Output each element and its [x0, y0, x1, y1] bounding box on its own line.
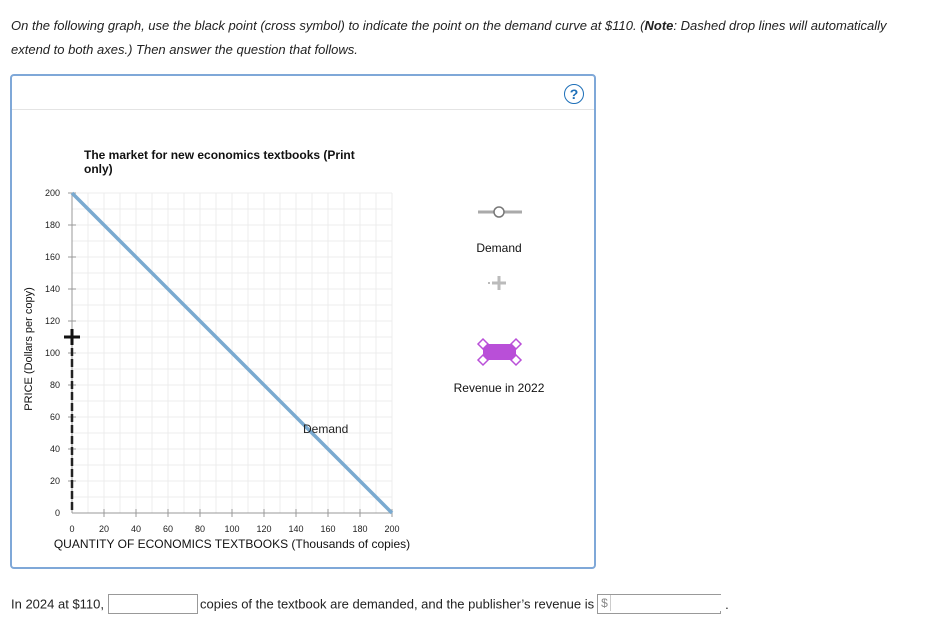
y-tick-label: 180	[45, 220, 60, 230]
revenue-input[interactable]	[610, 595, 722, 611]
revenue-field[interactable]: $	[597, 594, 722, 614]
x-tick-label: 160	[320, 524, 335, 534]
y-tick-label: 120	[45, 316, 60, 326]
x-tick-label: 80	[195, 524, 205, 534]
legend-revenue-label: Revenue in 2022	[453, 381, 545, 395]
revenue-rect-icon	[483, 344, 516, 360]
demand-chart[interactable]: 0 20 40 60 80 100 120 140 160 180 200 0 20 40 60 80 100 1…	[12, 76, 594, 567]
chart-series	[70, 191, 394, 515]
x-tick-label: 120	[256, 524, 271, 534]
currency-symbol: $	[601, 596, 608, 610]
demand-curve-label: Demand	[303, 422, 348, 436]
x-tick-label: 40	[131, 524, 141, 534]
y-tick-label: 100	[45, 348, 60, 358]
chart-title: The market for new economics textbooks (…	[84, 148, 355, 176]
help-button[interactable]: ?	[564, 84, 584, 104]
graph-toolbar: ?	[12, 76, 594, 110]
x-tick-label: 60	[163, 524, 173, 534]
x-tick-label: 0	[69, 524, 74, 534]
instructions-part1: On the following graph, use the black po…	[11, 18, 645, 33]
chart-ticks: 0 20 40 60 80 100 120 140 160 180 200 0 20 40 60 80 100 1…	[45, 188, 400, 534]
x-axis-label: QUANTITY OF ECONOMICS TEXTBOOKS (Thousan…	[54, 537, 410, 551]
question-prefix: In 2024 at $110,	[11, 596, 105, 612]
legend-demand-tool[interactable]	[478, 206, 522, 218]
note-label: Note	[644, 18, 674, 33]
legend-revenue-tool[interactable]	[476, 337, 523, 367]
y-tick-label: 80	[50, 380, 60, 390]
placed-point	[64, 329, 80, 345]
x-tick-label: 200	[384, 524, 399, 534]
question-row: In 2024 at $110, copies of the textbook a…	[11, 594, 729, 614]
quantity-input[interactable]	[108, 594, 199, 614]
y-tick-label: 60	[50, 412, 60, 422]
question-suffix: .	[725, 596, 729, 612]
instructions-part2: : Dashed drop lines will automatically e…	[11, 18, 887, 57]
y-tick-label: 200	[45, 188, 60, 198]
instructions: On the following graph, use the black po…	[11, 14, 911, 62]
y-tick-label: 140	[45, 284, 60, 294]
y-axis-label: PRICE (Dollars per copy)	[23, 287, 35, 410]
graph-panel: ? The market for new economics textbooks…	[10, 74, 596, 569]
x-tick-label: 180	[352, 524, 367, 534]
y-tick-label: 20	[50, 476, 60, 486]
x-tick-label: 20	[99, 524, 109, 534]
legend-demand-label: Demand	[476, 241, 522, 255]
question-middle: copies of the textbook are demanded, and…	[200, 596, 595, 612]
x-tick-label: 100	[224, 524, 239, 534]
x-tick-label: 140	[288, 524, 303, 534]
demand-curve-line	[70, 191, 394, 515]
revenue-handle-icons	[476, 337, 523, 367]
y-tick-label: 160	[45, 252, 60, 262]
demand-tool-circle-icon	[493, 206, 505, 218]
y-tick-label: 0	[55, 508, 60, 518]
legend-cross-point-tool[interactable]	[488, 276, 506, 290]
y-tick-label: 40	[50, 444, 60, 454]
